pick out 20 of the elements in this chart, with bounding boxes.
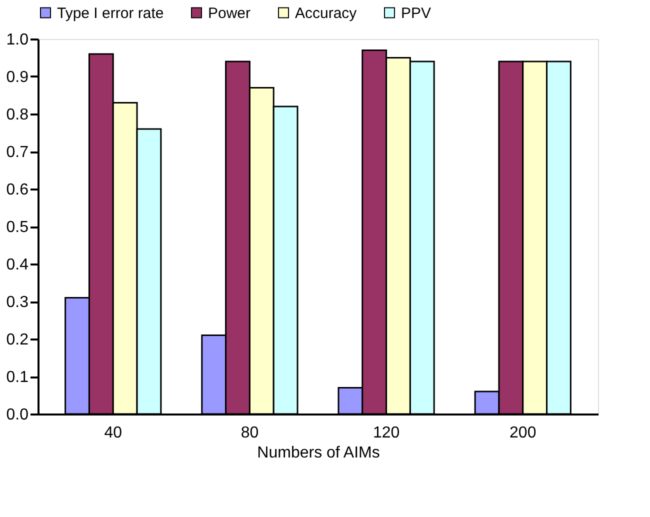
y-tick-label: 0.5 — [6, 219, 29, 236]
y-tick-label: 0.8 — [6, 106, 29, 124]
legend-label: Accuracy — [295, 4, 358, 22]
x-tick-label: 40 — [104, 424, 122, 442]
y-tick-label: 0.3 — [6, 294, 29, 311]
y-tick-label: 0.1 — [6, 369, 29, 386]
x-tick-label: 120 — [372, 424, 400, 442]
x-tick-label: 80 — [240, 424, 259, 442]
y-tick-label: 0.4 — [6, 256, 29, 274]
legend-label: Type I error rate — [57, 4, 164, 22]
legend-label: Power — [208, 4, 251, 22]
y-tick-label: 0.0 — [6, 406, 29, 424]
y-tick-label: 0.2 — [6, 332, 29, 348]
y-tick-label: 0.7 — [6, 144, 29, 161]
y-tick-label: 1.0 — [6, 32, 29, 48]
y-tick-label: 0.6 — [6, 182, 29, 198]
legend-label: PPV — [401, 4, 432, 22]
x-axis-title: Numbers of AIMs — [257, 444, 380, 462]
x-tick-label: 200 — [510, 424, 536, 442]
y-tick-label: 0.9 — [6, 69, 29, 86]
